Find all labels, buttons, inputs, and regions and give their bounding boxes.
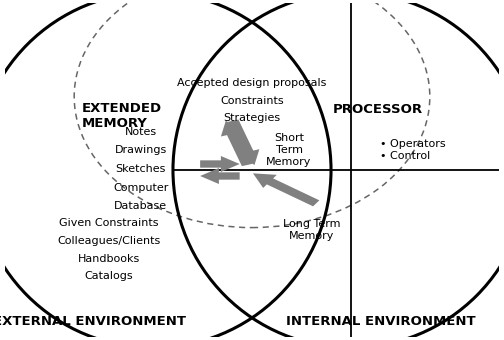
Text: Given Constraints: Given Constraints	[59, 218, 159, 228]
Text: Notes: Notes	[125, 127, 157, 137]
Text: Catalogs: Catalogs	[85, 271, 133, 281]
Text: Handbooks: Handbooks	[78, 254, 140, 264]
Text: EXTERNAL ENVIRONMENT: EXTERNAL ENVIRONMENT	[0, 315, 185, 328]
FancyArrow shape	[200, 156, 239, 172]
Text: Sketches: Sketches	[116, 164, 166, 174]
Text: Strategies: Strategies	[223, 113, 281, 123]
Text: Computer: Computer	[113, 183, 168, 193]
Text: PROCESSOR: PROCESSOR	[333, 103, 423, 116]
FancyArrow shape	[228, 120, 260, 165]
Text: Long Term
Memory: Long Term Memory	[283, 219, 340, 241]
Text: EXTENDED
MEMORY: EXTENDED MEMORY	[82, 102, 162, 130]
Text: Accepted design proposals: Accepted design proposals	[177, 78, 327, 88]
Text: Constraints: Constraints	[220, 96, 284, 106]
FancyArrow shape	[200, 168, 239, 184]
Text: • Operators
• Control: • Operators • Control	[381, 139, 446, 161]
Text: Drawings: Drawings	[115, 145, 167, 155]
Text: Colleagues/Clients: Colleagues/Clients	[57, 236, 160, 246]
FancyArrow shape	[221, 121, 252, 166]
Text: Short
Term
Memory: Short Term Memory	[266, 133, 312, 167]
Text: INTERNAL ENVIRONMENT: INTERNAL ENVIRONMENT	[286, 315, 475, 328]
FancyArrow shape	[253, 173, 320, 206]
Text: Database: Database	[114, 201, 167, 211]
